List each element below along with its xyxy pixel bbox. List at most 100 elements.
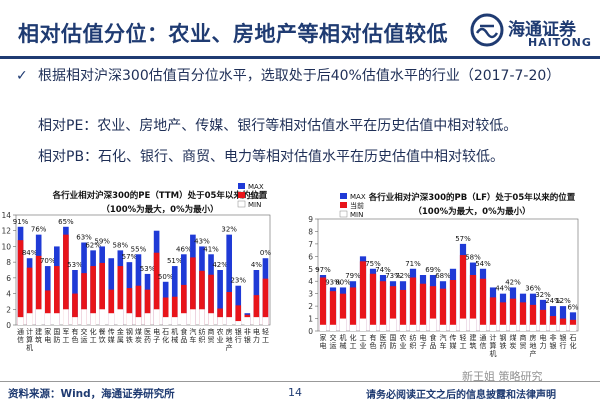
min-bar	[126, 313, 133, 325]
y-tick-label: 12	[1, 227, 11, 236]
category-label: 工	[90, 336, 97, 344]
data-label: 58%	[113, 241, 129, 249]
category-label: 信	[480, 341, 487, 350]
min-bar	[54, 313, 60, 325]
data-label: 12%	[555, 297, 571, 305]
min-bar	[489, 324, 497, 331]
data-label: 23%	[230, 277, 246, 285]
current-bar	[509, 298, 517, 331]
min-bar	[44, 313, 51, 325]
min-bar	[379, 324, 387, 331]
legend-swatch	[238, 183, 245, 189]
page-title: 相对估值分位：农业、房地产等相对估值较低	[18, 22, 448, 46]
category-label: 商	[208, 327, 215, 336]
category-label: 有	[370, 333, 377, 342]
category-label: 贸	[520, 341, 527, 350]
category-label: 工	[262, 336, 269, 344]
data-label: 63%	[76, 234, 92, 242]
legend-swatch	[339, 210, 348, 218]
current-bar	[253, 295, 260, 325]
data-label: 75%	[365, 260, 381, 268]
category-label: 力	[253, 335, 260, 344]
data-label: 50%	[158, 273, 174, 281]
category-label: 银	[244, 335, 251, 344]
category-label: 品	[430, 342, 437, 350]
category-label: 产	[226, 343, 233, 352]
category-label: 石	[570, 334, 577, 342]
category-label: 非	[244, 327, 251, 336]
min-bar	[319, 324, 327, 331]
pb-chart: 各行业相对沪深300的PB（LF）处于05年以来的位置 （100%为最大，0%为…	[300, 183, 600, 373]
data-label: 91%	[13, 218, 29, 226]
disclaimer: 请务必阅读正文之后的信息披露和法律声明	[366, 390, 556, 401]
source-note: 资料来源：Wind，海通证券研究所	[8, 388, 175, 400]
category-label: 商	[520, 333, 527, 342]
category-label: 纺	[410, 333, 417, 342]
category-label: 机	[26, 343, 33, 352]
category-label: 织	[198, 335, 205, 344]
data-label: 71%	[405, 260, 421, 268]
current-bar	[35, 255, 42, 325]
category-label: 业	[400, 341, 407, 350]
max-bar	[217, 270, 223, 325]
data-label: 42%	[212, 261, 228, 269]
min-bar	[349, 324, 357, 331]
current-bar	[409, 277, 417, 331]
data-label: 0%	[260, 249, 271, 257]
max-bar	[171, 266, 178, 325]
min-bar	[117, 309, 124, 325]
min-bar	[509, 324, 517, 331]
category-label: 地	[530, 341, 537, 350]
current-bar	[117, 266, 124, 325]
min-bar	[479, 324, 487, 331]
data-label: 53%	[67, 261, 83, 269]
data-label: 76%	[31, 226, 47, 234]
current-bar	[499, 302, 507, 331]
current-bar	[489, 297, 497, 331]
current-bar	[144, 289, 151, 325]
min-bar	[81, 309, 87, 325]
data-label: 80%	[335, 278, 351, 286]
category-label: 纺	[198, 327, 205, 336]
current-bar	[429, 286, 437, 331]
min-bar	[529, 324, 537, 331]
category-label: 银	[550, 341, 557, 350]
min-bar	[190, 309, 196, 325]
category-label: 非	[550, 333, 557, 342]
category-label: 化	[90, 327, 97, 336]
category-label: 食	[180, 327, 187, 336]
current-bar	[217, 308, 223, 325]
min-bar	[135, 317, 142, 325]
data-label: 97%	[315, 266, 331, 274]
category-label: 金	[117, 327, 124, 336]
current-bar	[226, 292, 232, 325]
current-bar	[449, 279, 457, 331]
category-label: 电	[44, 335, 51, 344]
current-bar	[235, 305, 242, 325]
min-bar	[569, 324, 577, 331]
category-label: 房	[226, 327, 233, 336]
min-bar	[359, 318, 367, 331]
current-bar	[439, 288, 447, 331]
data-label: 72%	[395, 272, 411, 280]
company-logo: 海通证券 HAITONG	[470, 10, 592, 52]
pb-chart-title: 各行业相对沪深300的PB（LF）处于05年以来的位置	[368, 193, 576, 203]
category-label: 房	[530, 333, 537, 342]
category-label: 工	[62, 336, 69, 344]
min-bar	[99, 309, 105, 325]
legend-label: MAX	[248, 183, 264, 191]
current-bar	[529, 304, 537, 331]
category-label: 国	[390, 334, 397, 342]
category-label: 炭	[510, 342, 517, 350]
category-label: 工	[360, 334, 367, 342]
current-bar	[171, 296, 178, 325]
category-label: 化	[162, 335, 169, 344]
current-bar	[379, 281, 387, 331]
category-label: 业	[217, 335, 224, 344]
category-label: 色	[370, 341, 377, 350]
data-label: 32%	[535, 291, 551, 299]
y-tick-label: 6	[308, 252, 313, 261]
min-bar	[399, 324, 407, 331]
data-label: 69%	[425, 266, 441, 274]
category-label: 轻	[460, 333, 467, 342]
